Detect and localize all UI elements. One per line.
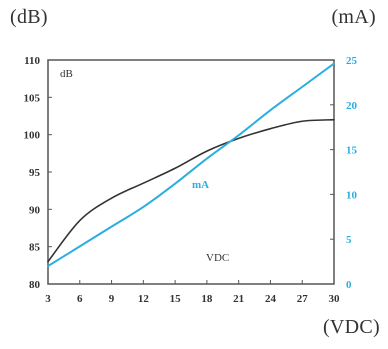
x-tick-label: 12 [138, 293, 150, 305]
series-layer [47, 62, 335, 268]
right-axis-ticks: 0 5 10 15 20 25 [330, 55, 358, 291]
series-line-db [47, 118, 335, 263]
right-tick-label: 10 [346, 189, 358, 201]
left-tick-label: 110 [24, 55, 40, 67]
left-tick-label: 95 [29, 167, 41, 179]
left-tick-label: 80 [29, 279, 41, 291]
inner-x-axis-label: VDC [206, 252, 229, 264]
inner-left-axis-label: dB [60, 68, 73, 80]
right-tick-label: 25 [346, 55, 358, 67]
x-tick-label: 3 [45, 293, 51, 305]
right-tick-label: 20 [346, 100, 358, 112]
right-tick-label: 5 [346, 234, 352, 246]
right-axis-unit: (mA) [331, 6, 376, 28]
x-tick-label: 15 [170, 293, 182, 305]
series-label-ma: mA [192, 179, 209, 191]
x-axis-ticks: 3 6 9 12 15 18 21 24 27 30 [45, 280, 340, 305]
x-tick-label: 9 [109, 293, 115, 305]
x-tick-label: 6 [77, 293, 83, 305]
x-tick-label: 18 [201, 293, 213, 305]
left-tick-label: 90 [29, 204, 41, 216]
series-line-ma [47, 62, 335, 268]
x-tick-label: 24 [265, 293, 277, 305]
left-axis-unit: (dB) [10, 6, 48, 28]
left-tick-label: 100 [24, 130, 41, 142]
bottom-axis-unit: (VDC) [322, 316, 380, 338]
x-tick-label: 27 [297, 293, 309, 305]
right-tick-label: 15 [346, 145, 358, 157]
left-tick-label: 105 [24, 92, 41, 104]
left-axis-ticks: 80 85 90 95 100 105 110 [24, 55, 52, 291]
right-tick-label: 0 [346, 279, 352, 291]
x-tick-label: 21 [233, 293, 244, 305]
x-tick-label: 30 [329, 293, 341, 305]
left-tick-label: 85 [29, 242, 41, 254]
